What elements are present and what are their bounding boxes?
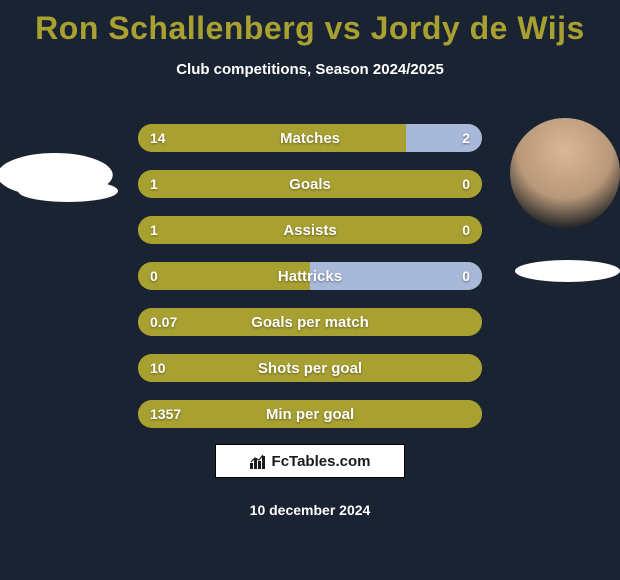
stat-row: 0.07Goals per match — [138, 308, 482, 336]
stat-label: Goals per match — [138, 308, 482, 336]
player-right-avatar — [510, 118, 620, 228]
footer-logo-text: FcTables.com — [272, 453, 371, 470]
stat-row: 142Matches — [138, 124, 482, 152]
stat-label: Min per goal — [138, 400, 482, 428]
stat-row: 1357Min per goal — [138, 400, 482, 428]
comparison-title: Ron Schallenberg vs Jordy de Wijs — [0, 0, 620, 47]
chart-icon — [250, 453, 268, 469]
stats-bars: 142Matches 10Goals 10Assists 00Hattricks 0.0… — [138, 124, 482, 446]
stat-label: Assists — [138, 216, 482, 244]
stat-label: Shots per goal — [138, 354, 482, 382]
stat-row: 10Assists — [138, 216, 482, 244]
stat-label: Matches — [138, 124, 482, 152]
stat-row: 00Hattricks — [138, 262, 482, 290]
player-right-shadow — [515, 260, 620, 282]
player-left-shadow — [18, 180, 118, 202]
stat-row: 10Shots per goal — [138, 354, 482, 382]
comparison-subtitle: Club competitions, Season 2024/2025 — [0, 61, 620, 78]
stat-label: Goals — [138, 170, 482, 198]
stat-row: 10Goals — [138, 170, 482, 198]
footer-logo[interactable]: FcTables.com — [215, 444, 405, 478]
footer-date: 10 december 2024 — [0, 502, 620, 518]
stat-label: Hattricks — [138, 262, 482, 290]
